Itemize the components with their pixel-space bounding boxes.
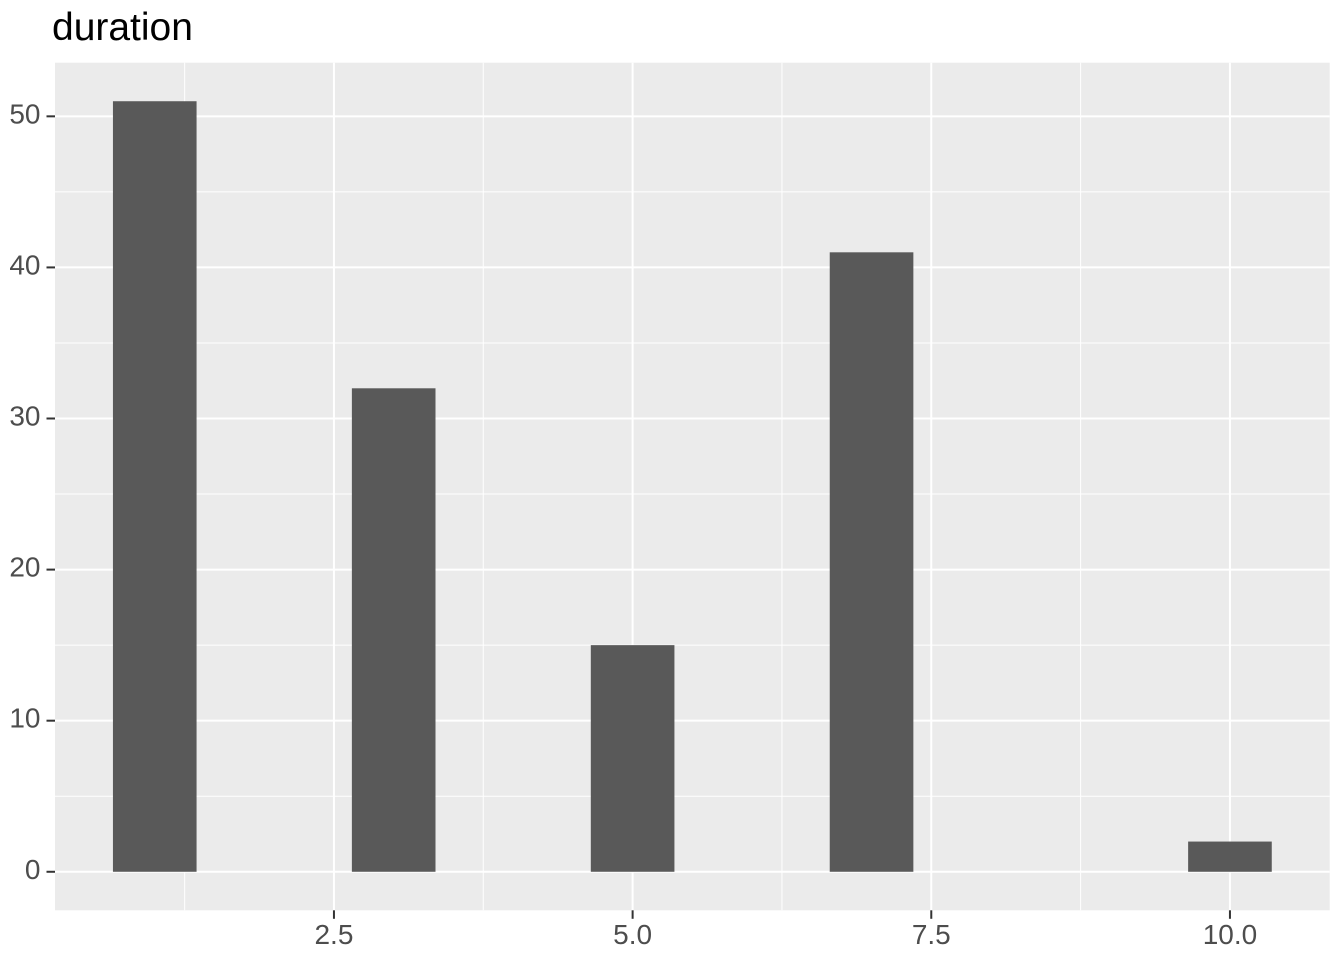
y-tick-label: 20	[9, 552, 40, 583]
plot-title: duration	[52, 6, 193, 49]
y-tick-label: 50	[9, 98, 40, 129]
y-tick-label: 0	[25, 854, 41, 885]
y-tick-label: 10	[9, 703, 40, 734]
histogram-bar	[829, 252, 914, 872]
histogram-bar	[351, 388, 436, 872]
x-tick-label: 10.0	[1203, 919, 1258, 950]
x-tick-label: 5.0	[613, 919, 652, 950]
histogram-bar	[112, 101, 197, 872]
y-tick-label: 40	[9, 249, 40, 280]
plot-panel	[55, 62, 1330, 911]
histogram-bar	[590, 645, 675, 872]
x-tick-label: 2.5	[314, 919, 353, 950]
y-tick-label: 30	[9, 401, 40, 432]
histogram-bar	[1188, 841, 1272, 872]
x-tick-label: 7.5	[912, 919, 951, 950]
